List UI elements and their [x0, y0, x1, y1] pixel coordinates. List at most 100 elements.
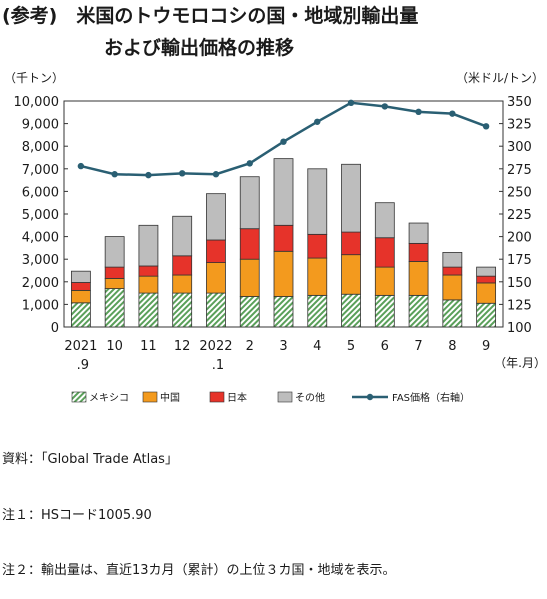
- bar-segment: [172, 292, 193, 328]
- bar-segment: [476, 302, 497, 328]
- bar-segment: [206, 193, 226, 241]
- note-source: 資料：「Global Trade Atlas」: [2, 452, 178, 467]
- chart-notes: 資料：「Global Trade Atlas」 注１：HSコード1005.90 …: [2, 414, 396, 599]
- price-point: [449, 110, 456, 117]
- bar-segment: [239, 258, 260, 297]
- bar-segment: [104, 266, 125, 279]
- bar-segment: [341, 231, 361, 256]
- y-left-tick-label: 2,000: [22, 276, 59, 291]
- y-right-tick-label: 325: [507, 118, 532, 133]
- x-tick-label: 12: [174, 339, 191, 354]
- bar-segment: [307, 168, 328, 235]
- tick-labels: 0 1,000 2,000 3,000 4,000 5,000 6,000 7,000 8,00…: [4, 71, 546, 373]
- bar-segment: [442, 252, 463, 268]
- y-right-tick-label: 150: [507, 276, 532, 291]
- bar-segment: [374, 237, 395, 268]
- price-point: [347, 99, 355, 107]
- bar-segment: [70, 282, 91, 291]
- export-chart: 0 1,000 2,000 3,000 4,000 5,000 6,000 7,000 8,00…: [4, 71, 546, 404]
- bar-segment: [408, 222, 429, 244]
- bar-segment: [70, 302, 91, 328]
- y-left-tick-label: 5,000: [22, 208, 59, 223]
- price-point: [246, 160, 253, 167]
- title-text-line1: 米国のトウモロコシの国・地域別輸出量: [76, 5, 419, 27]
- x-tick-label: 3: [279, 339, 287, 354]
- y-right-unit: （米ドル/トン）: [456, 71, 544, 85]
- price-point: [280, 138, 287, 145]
- bar-segment: [273, 158, 294, 226]
- bar-segment: [138, 292, 159, 328]
- x-tick-label: 5: [347, 339, 355, 354]
- price-point: [415, 108, 422, 116]
- bar-segment: [172, 274, 193, 294]
- bar-segment: [273, 296, 294, 328]
- bar-segment: [307, 233, 328, 259]
- x-tick-label: 6: [381, 339, 389, 354]
- y-left-tick-label: 1,000: [22, 298, 59, 313]
- bar-segment: [239, 176, 260, 230]
- x-tick-label: 2022: [199, 339, 232, 354]
- chart-title-line2: および輸出価格の推移: [104, 37, 295, 59]
- x-tick-label: 2: [246, 339, 254, 354]
- bar-segment: [374, 266, 395, 296]
- y-left-unit: （千トン）: [4, 71, 64, 85]
- bar-segment: [307, 257, 328, 296]
- y-left-tick-label: 8,000: [22, 140, 59, 155]
- note-volume: 注２：輸出量は、直近13カ月（累計）の上位３カ国・地域を表示。: [2, 563, 396, 578]
- bar-segment: [341, 293, 361, 328]
- bar-segment: [442, 299, 463, 328]
- price-point: [178, 170, 186, 177]
- price-point: [111, 171, 118, 178]
- bar-segment: [172, 215, 193, 257]
- bar-segment: [273, 250, 294, 297]
- price-point: [314, 118, 321, 125]
- x-tick-label: 11: [140, 339, 157, 354]
- bar-segment: [172, 255, 193, 276]
- y-right-tick-label: 100: [507, 321, 532, 336]
- x-tick-label: 2021: [64, 339, 97, 354]
- chart-title-line1: (参考) 米国のトウモロコシの国・地域別輸出量: [2, 1, 418, 28]
- bar-segment: [70, 289, 91, 304]
- bar-segment: [273, 224, 294, 252]
- legend-label: メキシコ: [89, 393, 129, 404]
- bar-segment: [138, 224, 159, 267]
- bar-segment: [476, 275, 497, 284]
- bar-segment: [408, 294, 429, 328]
- y-right-tick-label: 225: [507, 208, 532, 223]
- bar-segment: [239, 296, 260, 328]
- price-point: [482, 123, 490, 130]
- bar-segment: [408, 261, 429, 296]
- y-left-tick-label: 4,000: [22, 231, 59, 246]
- price-point: [77, 162, 85, 170]
- legend-swatch: [142, 391, 158, 403]
- x-tick-label: 10: [106, 339, 123, 354]
- x-tick-label: .9: [77, 358, 89, 373]
- y-left-tick-label: 10,000: [14, 95, 60, 110]
- bar-segment: [138, 275, 159, 294]
- y-left-tick-label: 3,000: [22, 253, 59, 268]
- y-right-tick-label: 300: [507, 140, 532, 155]
- price-line-layer: [77, 99, 490, 179]
- note-hs-code: 注１：HSコード1005.90: [2, 507, 152, 523]
- title-tag: (参考): [2, 5, 58, 27]
- bar-segment: [206, 262, 226, 294]
- bar-segment: [104, 236, 125, 268]
- chart-legend: メキシコ 中国 日本 その他 FAS価格（右軸）: [71, 391, 470, 404]
- y-left-tick-label: 9,000: [22, 118, 59, 133]
- y-right-tick-label: 250: [507, 185, 532, 200]
- bar-segment: [442, 274, 463, 301]
- bar-segment: [476, 282, 497, 304]
- bar-segment: [104, 278, 125, 289]
- y-right-tick-label: 175: [507, 253, 532, 268]
- y-right-tick-label: 125: [507, 298, 532, 313]
- y-left-tick-label: 7,000: [22, 163, 59, 178]
- y-right-tick-label: 200: [507, 231, 532, 246]
- legend-label: 中国: [160, 391, 180, 404]
- y-right-tick-label: 275: [507, 163, 532, 178]
- x-tick-label: 8: [448, 339, 456, 354]
- y-left-tick-label: 6,000: [22, 185, 59, 200]
- bar-segment: [476, 266, 497, 277]
- legend-swatch: [277, 391, 293, 403]
- price-point: [212, 171, 220, 178]
- bar-segment: [408, 242, 429, 262]
